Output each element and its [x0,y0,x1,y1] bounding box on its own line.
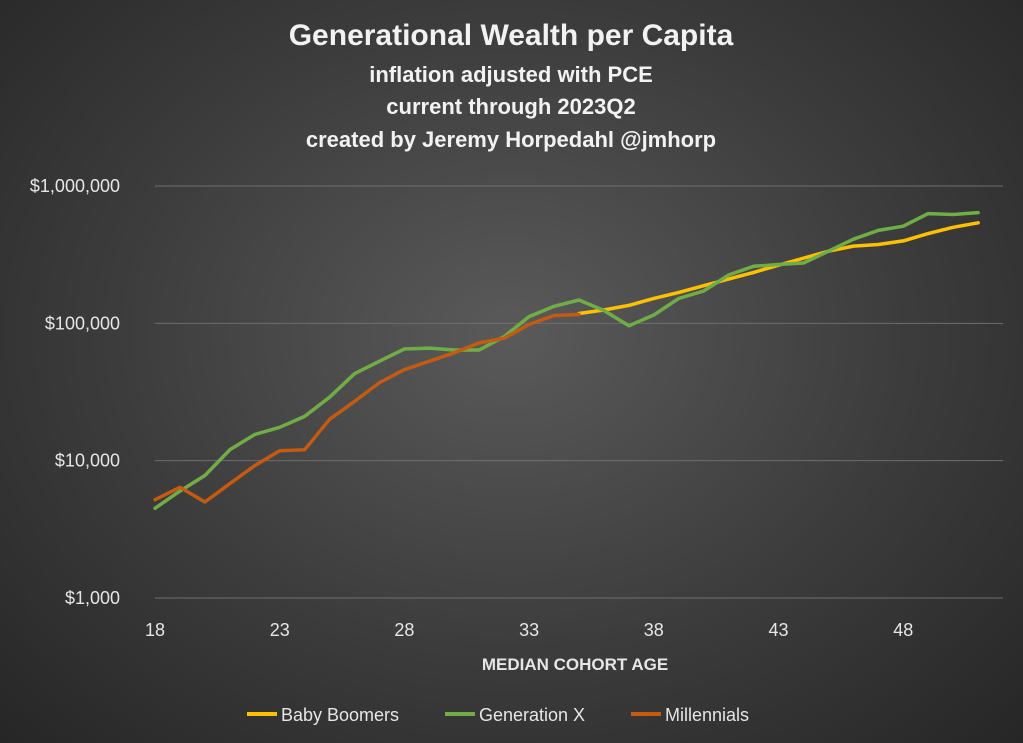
chart-subtitle-2: current through 2023Q2 [386,94,635,119]
series-line-millennials [153,312,581,504]
y-tick-label: $10,000 [55,451,120,471]
y-tick-label: $1,000 [65,588,120,608]
legend-label-baby-boomers: Baby Boomers [281,705,399,725]
chart-subtitle-3: created by Jeremy Horpedahl @jmhorp [306,127,716,152]
x-tick-label: 18 [145,620,165,640]
x-tick-label: 43 [769,620,789,640]
series-lines [153,210,980,511]
series-line-baby-boomers [577,221,980,316]
x-axis-ticks: 18 23 28 33 38 43 48 [145,620,913,640]
series-line-generation-x [153,210,980,511]
y-tick-label: $100,000 [45,313,120,333]
legend-label-generation-x: Generation X [479,705,585,725]
y-axis-ticks: $1,000 $10,000 $100,000 $1,000,000 [30,176,120,608]
chart-subtitle-1: inflation adjusted with PCE [369,62,653,87]
x-tick-label: 28 [394,620,414,640]
chart-title: Generational Wealth per Capita [289,19,734,52]
x-tick-label: 33 [519,620,539,640]
gridlines [155,185,1003,599]
y-tick-label: $1,000,000 [30,176,120,196]
x-tick-label: 48 [893,620,913,640]
x-tick-label: 23 [270,620,290,640]
legend-label-millennials: Millennials [665,705,749,725]
legend: Baby Boomers Generation X Millennials [247,705,749,725]
x-tick-label: 38 [644,620,664,640]
x-axis-title: MEDIAN COHORT AGE [482,655,668,674]
